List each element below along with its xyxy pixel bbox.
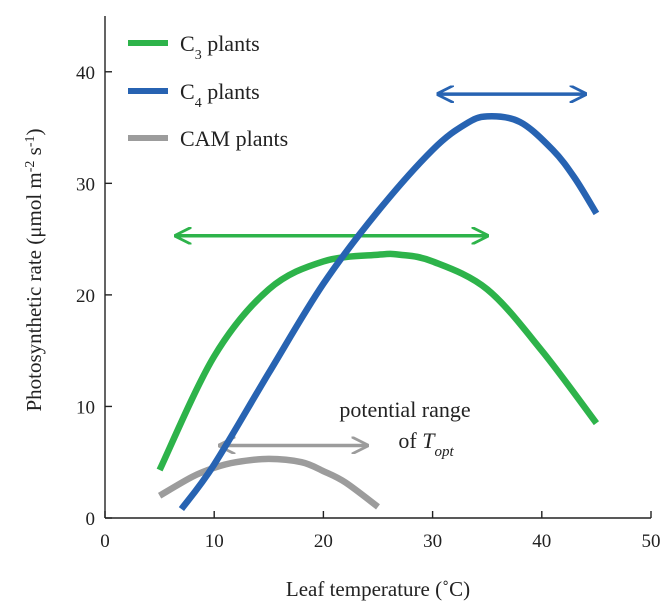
legend-label-cam: CAM plants bbox=[180, 126, 288, 151]
y-tick-label: 30 bbox=[76, 174, 95, 195]
axis-ticks: 0 10 20 30 40 50 0 10 20 30 40 bbox=[76, 63, 661, 552]
x-tick-label: 30 bbox=[423, 531, 442, 552]
series-lines bbox=[156, 113, 600, 512]
annotation-line2: of Topt bbox=[398, 428, 454, 460]
range-arrows bbox=[176, 94, 586, 445]
annotation-line2-sub: opt bbox=[434, 444, 454, 460]
y-tick-label: 10 bbox=[76, 397, 95, 418]
y-axis-title-sup2: -1 bbox=[23, 135, 38, 147]
annotation-line2-T: T bbox=[422, 428, 436, 453]
legend-label-c4-pre: C bbox=[180, 79, 195, 104]
annotation-line2-pre: of bbox=[398, 428, 422, 453]
y-tick-label: 40 bbox=[76, 63, 95, 84]
series-line-c4-plants bbox=[178, 113, 600, 512]
x-axis-title: Leaf temperature (˚C) bbox=[286, 577, 470, 601]
y-axis-title-main: Photosynthetic rate (μmol m bbox=[22, 172, 46, 411]
legend-label-c4: C4 plants bbox=[180, 79, 260, 111]
x-tick-label: 20 bbox=[314, 531, 333, 552]
x-tick-label: 0 bbox=[100, 531, 110, 552]
y-axis-title-end: ) bbox=[22, 128, 46, 135]
y-tick-label: 0 bbox=[86, 509, 96, 530]
legend-label-c3-pre: C bbox=[180, 31, 195, 56]
x-tick-label: 40 bbox=[532, 531, 551, 552]
annotation: potential range of Topt bbox=[339, 397, 470, 460]
y-axis-title-mid: s bbox=[22, 147, 46, 160]
legend-label-c4-sub: 4 bbox=[195, 96, 202, 111]
legend-label-c4-post: plants bbox=[202, 79, 260, 104]
annotation-line1: potential range bbox=[339, 397, 470, 422]
y-tick-label: 20 bbox=[76, 286, 95, 307]
legend: C3 plants C4 plants CAM plants bbox=[128, 31, 288, 151]
y-axis-title: Photosynthetic rate (μmol m-2 s-1) bbox=[22, 128, 46, 411]
legend-label-c3-post: plants bbox=[202, 31, 260, 56]
x-tick-label: 10 bbox=[205, 531, 224, 552]
x-tick-label: 50 bbox=[642, 531, 661, 552]
series-line-cam-plants bbox=[157, 455, 380, 510]
series-line-c3-plants bbox=[156, 250, 599, 472]
y-axis-title-sup1: -2 bbox=[23, 161, 38, 173]
legend-label-c3-sub: 3 bbox=[195, 48, 202, 63]
legend-label-c3: C3 plants bbox=[180, 31, 260, 63]
